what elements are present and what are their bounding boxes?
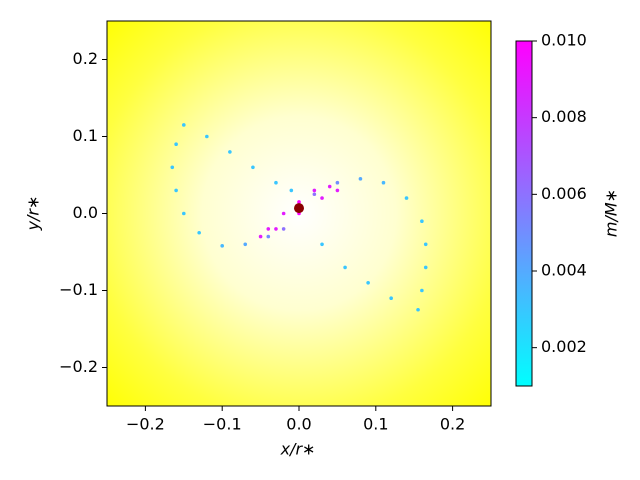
scatter-point [327,184,332,189]
y-tick-label: 0.0 [73,203,98,222]
scatter-point [174,188,178,193]
scatter-point [320,196,324,200]
scatter-point [258,234,263,239]
x-tick-label: 0.1 [363,415,388,434]
scatter-point [220,244,224,248]
scatter-point [335,180,340,185]
plot-frame [106,20,492,407]
scatter-point [366,281,370,285]
x-tick-label: −0.1 [203,415,242,434]
scatter-point [335,188,340,193]
scatter-point [274,227,278,231]
scatter-point [174,142,178,146]
scatter-point [228,150,232,154]
y-tick-label: 0.2 [73,49,98,68]
x-tick-label: 0.0 [286,415,311,434]
scatter-point [343,265,347,270]
scatter-point [312,192,317,197]
scatter-point [170,165,175,170]
y-tick-label: −0.2 [59,357,98,376]
scatter-point [312,188,317,193]
scatter-point [182,211,186,216]
scatter-point [381,180,386,185]
y-tick-label: 0.1 [73,126,98,145]
scatter-point [281,227,286,231]
colorbar-tick-label: 0.010 [541,31,587,50]
scatter-point [423,242,428,247]
scatter-point [389,296,393,301]
scatter-point [358,177,363,181]
scatter-point [182,123,186,127]
colorbar-tick-label: 0.004 [541,261,587,280]
x-axis-label: x/r∗ [280,440,316,459]
scatter-point [416,307,420,312]
colorbar [515,40,533,387]
scatter-point [274,180,278,185]
scatter-point [266,227,271,231]
colorbar-tick-label: 0.008 [541,107,587,126]
scatter-point [297,200,301,204]
center-point [294,203,304,214]
scatter-point [266,234,271,239]
y-tick-label: −0.1 [59,280,98,299]
scatter-point [420,288,424,293]
colorbar-tick-label: 0.006 [541,184,587,203]
scatter-point [320,242,324,247]
scatter-point [404,196,409,200]
scatter-point [289,188,294,193]
scatter-point [281,211,286,216]
scatter-point [197,230,201,235]
colorbar-tick-label: 0.002 [541,337,587,356]
y-axis-label: y/r∗ [24,196,43,232]
x-tick-label: 0.2 [440,415,465,434]
scatter-point [205,134,209,139]
colorbar-label: m/M∗ [602,189,621,237]
x-tick-label: −0.2 [126,415,165,434]
scatter-point [423,265,428,270]
scatter-point [251,165,255,170]
scatter-point [420,219,424,223]
scatter-point [243,242,248,247]
